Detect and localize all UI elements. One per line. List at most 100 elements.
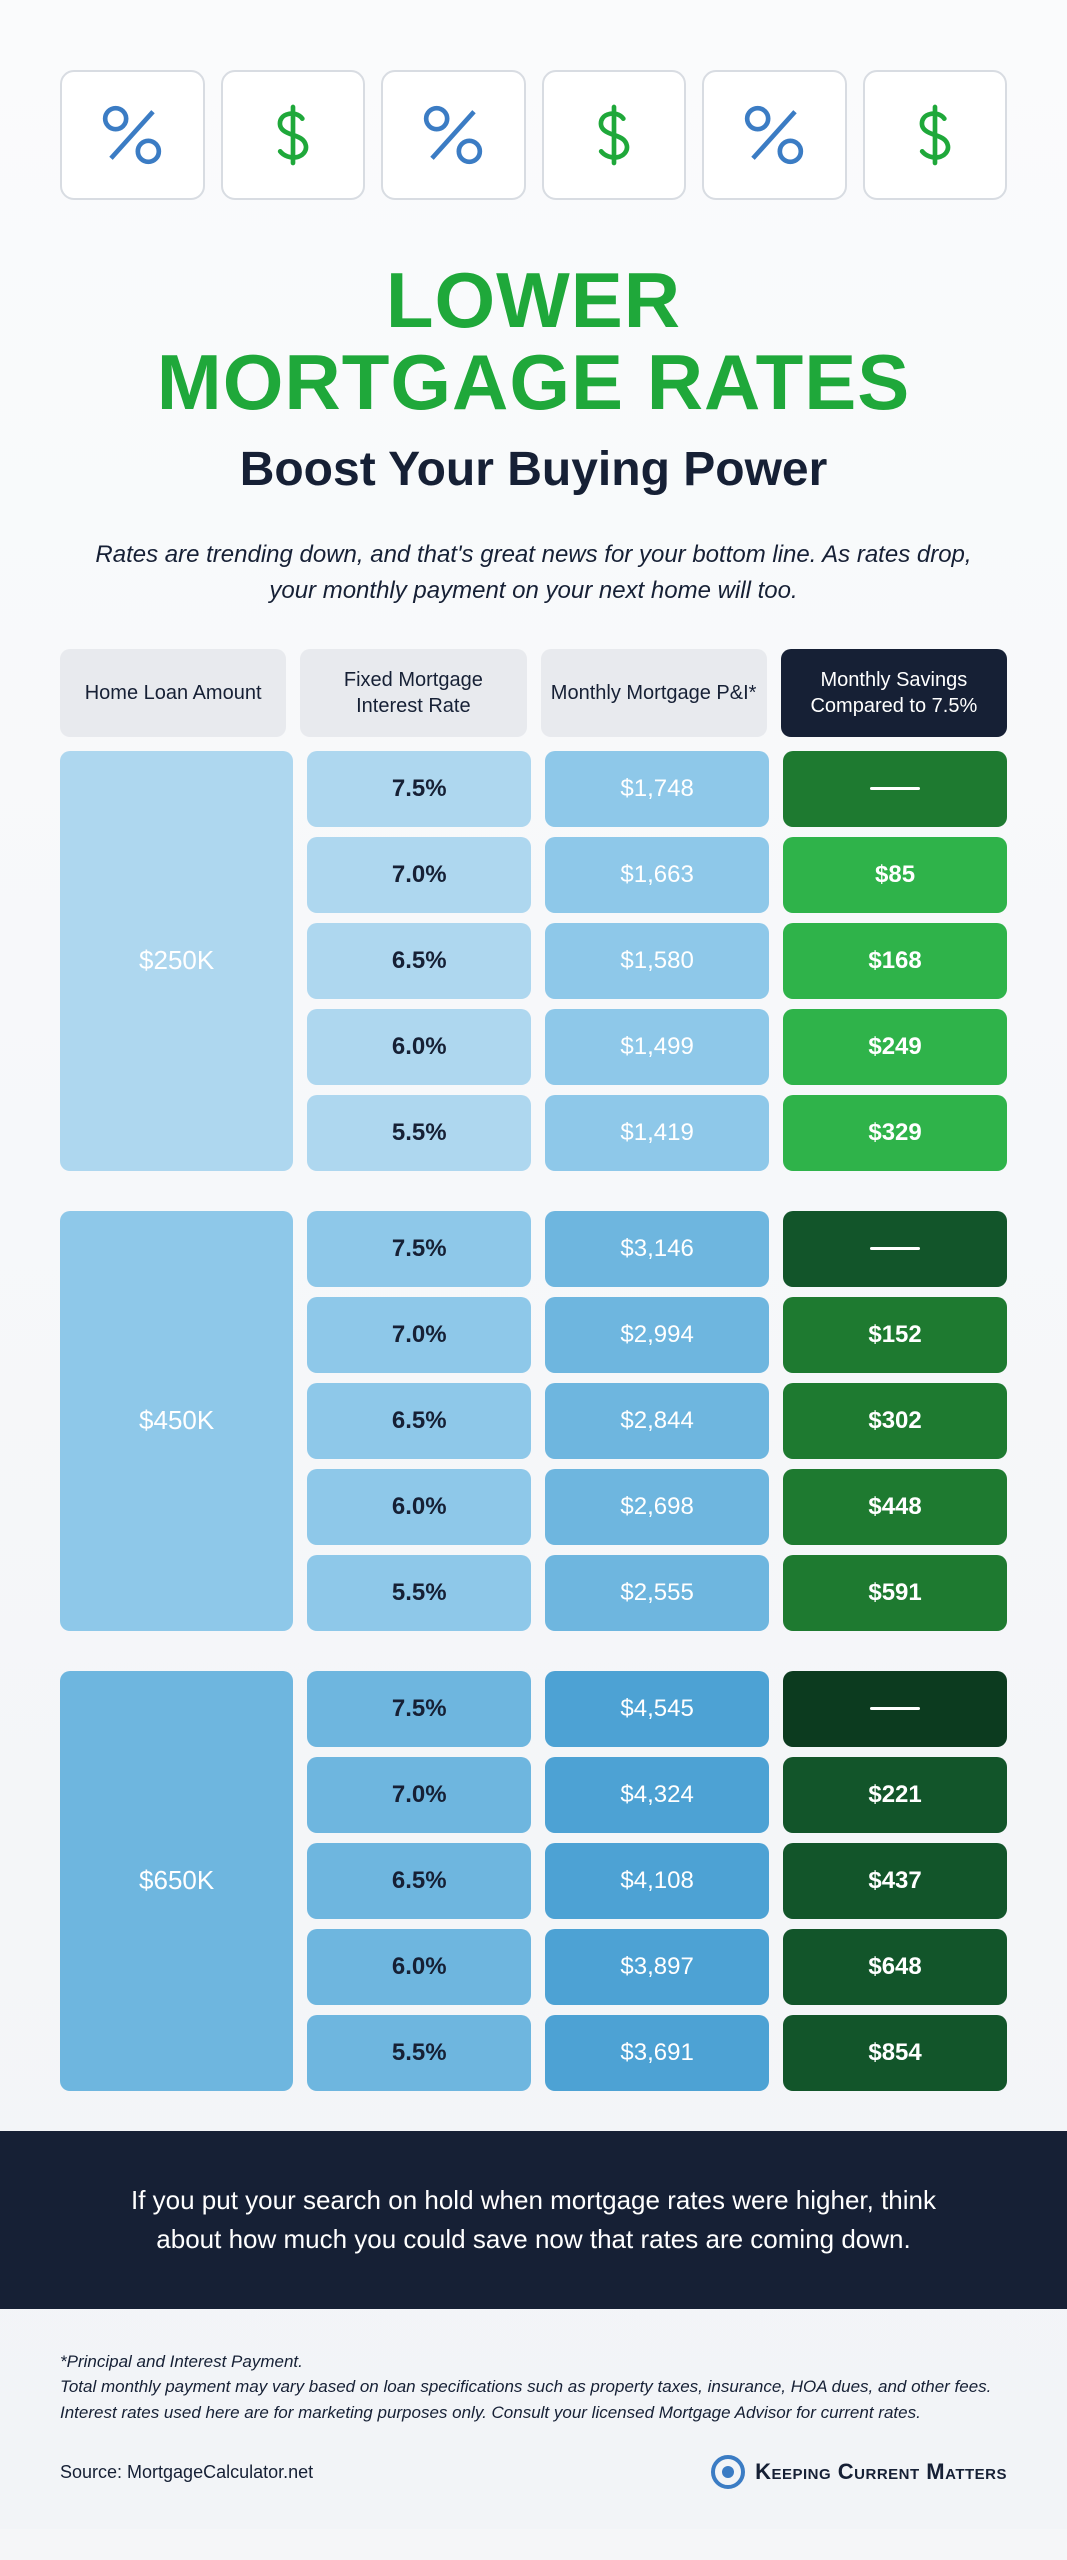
header-pi: Monthly Mortgage P&I* [541, 649, 767, 737]
table-row: 6.0%$1,499$249 [307, 1009, 1007, 1085]
pi-cell: $2,994 [545, 1297, 769, 1373]
table-row: 7.0%$4,324$221 [307, 1757, 1007, 1833]
title-line1: LOWER [60, 260, 1007, 342]
brand-text: Keeping Current Matters [755, 2459, 1007, 2485]
table-row: 7.5%$3,146 [307, 1211, 1007, 1287]
dollar-icon [258, 100, 328, 170]
percent-icon-box [381, 70, 526, 200]
table-headers: Home Loan Amount Fixed Mortgage Interest… [60, 649, 1007, 737]
pi-cell: $3,146 [545, 1211, 769, 1287]
dash-icon [870, 1707, 920, 1710]
pi-cell: $1,663 [545, 837, 769, 913]
savings-cell: $152 [783, 1297, 1007, 1373]
subtitle: Boost Your Buying Power [60, 442, 1007, 497]
pi-cell: $1,419 [545, 1095, 769, 1171]
percent-icon [418, 100, 488, 170]
loan-group: $250K7.5%$1,7487.0%$1,663$856.5%$1,580$1… [60, 751, 1007, 1171]
header-savings: Monthly Savings Compared to 7.5% [781, 649, 1007, 737]
savings-cell: $437 [783, 1843, 1007, 1919]
pi-cell: $2,698 [545, 1469, 769, 1545]
savings-cell [783, 1211, 1007, 1287]
pi-cell: $3,691 [545, 2015, 769, 2091]
percent-icon [739, 100, 809, 170]
savings-cell: $302 [783, 1383, 1007, 1459]
table-row: 6.0%$2,698$448 [307, 1469, 1007, 1545]
pi-cell: $1,580 [545, 923, 769, 999]
table-row: 7.5%$4,545 [307, 1671, 1007, 1747]
rows-col: 7.5%$3,1467.0%$2,994$1526.5%$2,844$3026.… [307, 1211, 1007, 1631]
dollar-icon-box [542, 70, 687, 200]
callout-text: If you put your search on hold when mort… [0, 2131, 1067, 2309]
savings-cell: $448 [783, 1469, 1007, 1545]
footer-row: Source: MortgageCalculator.net Keeping C… [60, 2455, 1007, 2489]
dash-icon [870, 1247, 920, 1250]
rate-cell: 6.5% [307, 1843, 531, 1919]
rate-cell: 6.0% [307, 1929, 531, 2005]
brand: Keeping Current Matters [711, 2455, 1007, 2489]
title-line2: MORTGAGE RATES [60, 342, 1007, 424]
title-block: LOWER MORTGAGE RATES Boost Your Buying P… [60, 260, 1007, 497]
rate-cell: 6.5% [307, 1383, 531, 1459]
brand-icon [711, 2455, 745, 2489]
pi-cell: $2,844 [545, 1383, 769, 1459]
loan-amount-cell: $450K [60, 1211, 293, 1631]
rate-cell: 6.0% [307, 1469, 531, 1545]
dollar-icon-box [221, 70, 366, 200]
source-text: Source: MortgageCalculator.net [60, 2462, 313, 2483]
rate-cell: 6.0% [307, 1009, 531, 1085]
loan-group: $650K7.5%$4,5457.0%$4,324$2216.5%$4,108$… [60, 1671, 1007, 2091]
infographic-container: LOWER MORTGAGE RATES Boost Your Buying P… [0, 0, 1067, 2529]
pi-cell: $2,555 [545, 1555, 769, 1631]
header-rate: Fixed Mortgage Interest Rate [300, 649, 526, 737]
loan-group: $450K7.5%$3,1467.0%$2,994$1526.5%$2,844$… [60, 1211, 1007, 1631]
pi-cell: $1,499 [545, 1009, 769, 1085]
table-row: 5.5%$1,419$329 [307, 1095, 1007, 1171]
table-body: $250K7.5%$1,7487.0%$1,663$856.5%$1,580$1… [60, 751, 1007, 2091]
rate-cell: 7.0% [307, 837, 531, 913]
savings-cell: $249 [783, 1009, 1007, 1085]
rows-col: 7.5%$1,7487.0%$1,663$856.5%$1,580$1686.0… [307, 751, 1007, 1171]
savings-cell: $85 [783, 837, 1007, 913]
icon-row [60, 70, 1007, 200]
dollar-icon [579, 100, 649, 170]
rate-cell: 7.5% [307, 751, 531, 827]
table-row: 5.5%$3,691$854 [307, 2015, 1007, 2091]
loan-amount-cell: $650K [60, 1671, 293, 2091]
table-row: 6.0%$3,897$648 [307, 1929, 1007, 2005]
table-row: 6.5%$2,844$302 [307, 1383, 1007, 1459]
pi-cell: $3,897 [545, 1929, 769, 2005]
pi-cell: $4,545 [545, 1671, 769, 1747]
rows-col: 7.5%$4,5457.0%$4,324$2216.5%$4,108$4376.… [307, 1671, 1007, 2091]
rate-cell: 5.5% [307, 1095, 531, 1171]
percent-icon [97, 100, 167, 170]
savings-cell: $221 [783, 1757, 1007, 1833]
rate-cell: 7.5% [307, 1211, 531, 1287]
percent-icon-box [702, 70, 847, 200]
table-row: 7.0%$2,994$152 [307, 1297, 1007, 1373]
savings-cell: $591 [783, 1555, 1007, 1631]
loan-amount-cell: $250K [60, 751, 293, 1171]
savings-cell [783, 751, 1007, 827]
percent-icon-box [60, 70, 205, 200]
footnote: *Principal and Interest Payment.Total mo… [60, 2349, 1007, 2426]
table-row: 6.5%$4,108$437 [307, 1843, 1007, 1919]
rate-cell: 7.0% [307, 1757, 531, 1833]
pi-cell: $1,748 [545, 751, 769, 827]
rate-cell: 5.5% [307, 2015, 531, 2091]
table-row: 7.5%$1,748 [307, 751, 1007, 827]
rate-cell: 7.5% [307, 1671, 531, 1747]
table-row: 7.0%$1,663$85 [307, 837, 1007, 913]
rate-cell: 5.5% [307, 1555, 531, 1631]
table-row: 5.5%$2,555$591 [307, 1555, 1007, 1631]
savings-cell: $854 [783, 2015, 1007, 2091]
table-row: 6.5%$1,580$168 [307, 923, 1007, 999]
header-loan: Home Loan Amount [60, 649, 286, 737]
dollar-icon [900, 100, 970, 170]
savings-cell [783, 1671, 1007, 1747]
pi-cell: $4,108 [545, 1843, 769, 1919]
dash-icon [870, 787, 920, 790]
dollar-icon-box [863, 70, 1008, 200]
intro-text: Rates are trending down, and that's grea… [60, 537, 1007, 609]
rate-cell: 7.0% [307, 1297, 531, 1373]
savings-cell: $329 [783, 1095, 1007, 1171]
